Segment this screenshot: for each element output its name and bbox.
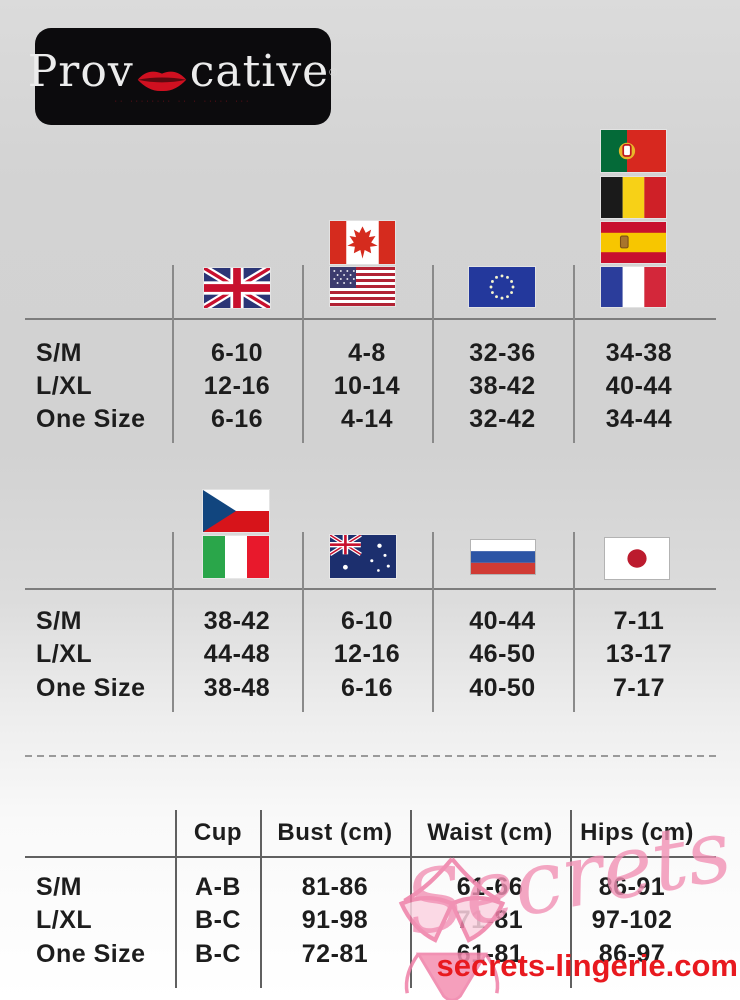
- australia-flag-icon: [330, 535, 396, 578]
- russia-flag-icon: [470, 539, 536, 575]
- dashed-separator: [25, 755, 716, 757]
- table1-cell: 6-10: [210, 339, 264, 367]
- table1-cell: 32-42: [469, 405, 536, 433]
- table3-cell: 86-91: [598, 873, 666, 901]
- table1-cell: 12-16: [203, 372, 271, 400]
- table2-cell: 13-17: [605, 640, 673, 668]
- table2-divider: [432, 532, 434, 712]
- table3-divider: [175, 810, 177, 988]
- table2-divider: [172, 532, 174, 712]
- table2-cell: 44-48: [203, 640, 271, 668]
- table2-cell: 46-50: [469, 640, 536, 668]
- france-flag-icon: [601, 267, 666, 307]
- table2-row-label: One Size: [36, 674, 146, 702]
- table3-row-label: L/XL: [36, 906, 93, 934]
- table3-cell: 72-81: [301, 940, 369, 968]
- table1-divider: [573, 265, 575, 443]
- table3-row-label: S/M: [36, 873, 82, 901]
- european-union-flag-icon: [469, 267, 535, 307]
- table1-divider: [432, 265, 434, 443]
- table3-cell: 71-81: [456, 906, 524, 934]
- spain-flag-icon: [601, 222, 666, 263]
- table2-cell: 12-16: [333, 640, 401, 668]
- table1-row-label: One Size: [36, 405, 146, 433]
- brand-wordmark: Prov cative ®: [28, 49, 339, 95]
- table2-cell: 38-48: [203, 674, 271, 702]
- table1-cell: 32-36: [469, 339, 536, 367]
- table2-top-rule: [25, 588, 716, 590]
- table2-row-label: S/M: [36, 607, 82, 635]
- table3-cell: B-C: [195, 906, 241, 934]
- portugal-flag-icon: [601, 130, 666, 172]
- table1-cell: 6-16: [210, 405, 264, 433]
- canada-flag-icon: [330, 221, 395, 264]
- brand-name-left: Prov: [27, 45, 134, 97]
- italy-flag-icon: [203, 536, 269, 578]
- table3-header: Waist (cm): [427, 819, 553, 846]
- lips-icon: [136, 59, 188, 92]
- belgium-flag-icon: [601, 177, 666, 218]
- table2-cell: 7-17: [612, 674, 666, 702]
- table1-row-label: L/XL: [36, 372, 93, 400]
- table2-cell: 7-11: [613, 607, 665, 635]
- czech-republic-flag-icon: [203, 490, 269, 532]
- registered-mark: ®: [329, 66, 339, 79]
- table3-header-rule: [25, 856, 716, 858]
- table3-cell: A-B: [195, 873, 241, 901]
- table3-cell: 97-102: [591, 906, 673, 934]
- table2-divider: [302, 532, 304, 712]
- table2-cell: 6-16: [340, 674, 394, 702]
- table3-cell: B-C: [195, 940, 241, 968]
- table1-cell: 34-38: [605, 339, 673, 367]
- site-url-text: secrets-lingerie.com: [436, 948, 738, 983]
- brand-tagline: ·· ········ ·· · ····· ···: [114, 97, 252, 105]
- table1-cell: 34-44: [605, 405, 673, 433]
- table2-divider: [573, 532, 575, 712]
- table2-row-label: L/XL: [36, 640, 93, 668]
- table3-header: Cup: [193, 819, 243, 846]
- table1-divider: [302, 265, 304, 443]
- table1-cell: 10-14: [333, 372, 401, 400]
- table3-cell: 91-98: [301, 906, 369, 934]
- table1-cell: 40-44: [605, 372, 673, 400]
- table3-cell: 86-97: [598, 940, 666, 968]
- table2-cell: 38-42: [203, 607, 271, 635]
- table3-header: Hips (cm): [580, 819, 694, 846]
- table2-cell: 40-50: [469, 674, 536, 702]
- table3-row-label: One Size: [36, 940, 146, 968]
- table1-row-label: S/M: [36, 339, 82, 367]
- japan-flag-icon: [604, 537, 670, 580]
- table3-header: Bust (cm): [277, 819, 393, 846]
- brand-logo: Prov cative ® ·· ········ ·· · ····· ···: [28, 28, 337, 125]
- united-kingdom-flag-icon: [204, 268, 270, 308]
- usa-flag-icon: [330, 267, 395, 306]
- brand-name-right: cative: [189, 45, 330, 97]
- table3-divider: [260, 810, 262, 988]
- table3-divider: [570, 810, 572, 988]
- table1-cell: 4-14: [340, 405, 394, 433]
- table1-cell: 38-42: [469, 372, 536, 400]
- table2-cell: 40-44: [469, 607, 536, 635]
- table3-cell: 61-66: [456, 873, 524, 901]
- table1-divider: [172, 265, 174, 443]
- table1-cell: 4-8: [348, 339, 386, 367]
- table3-cell: 81-86: [301, 873, 369, 901]
- table2-cell: 6-10: [340, 607, 394, 635]
- table1-top-rule: [25, 318, 716, 320]
